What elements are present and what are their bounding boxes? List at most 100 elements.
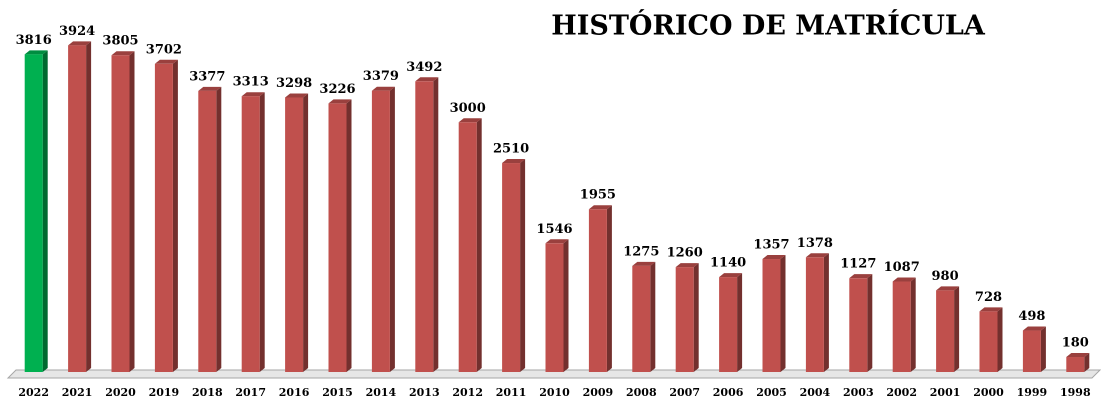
bar: [198, 90, 217, 373]
bar-side: [954, 286, 960, 372]
bar-top: [1066, 353, 1090, 358]
bar: [1066, 357, 1085, 372]
bar-top: [241, 92, 265, 97]
bar-top: [936, 286, 960, 291]
x-tick-label: 2022: [18, 386, 49, 399]
x-tick-label: 2014: [366, 386, 397, 399]
x-tick-label: 2004: [800, 386, 831, 399]
value-label: 1546: [536, 222, 572, 237]
x-tick-label: 2018: [192, 386, 223, 399]
bar-side: [823, 253, 829, 372]
bar-side: [303, 93, 309, 372]
x-tick-label: 2009: [583, 386, 614, 399]
bar: [415, 81, 434, 372]
chart-title: HISTÓRICO DE MATRÍCULA: [551, 8, 986, 42]
bar-top: [805, 253, 829, 258]
bar-side: [1084, 353, 1090, 372]
bar-top: [588, 205, 612, 210]
bar-side: [346, 99, 352, 373]
bar: [502, 163, 521, 372]
bar-top: [415, 77, 439, 82]
x-tick-label: 2000: [973, 386, 1004, 399]
value-label: 1955: [580, 188, 616, 203]
bar: [719, 277, 738, 372]
bar-top: [198, 86, 222, 91]
bar-side: [997, 307, 1003, 372]
bar: [805, 257, 824, 372]
bar-top: [458, 118, 482, 123]
x-tick-label: 2021: [62, 386, 93, 399]
value-label: 3298: [276, 76, 312, 91]
bar-top: [154, 59, 178, 64]
value-label: 3226: [319, 82, 355, 97]
bar: [458, 122, 477, 372]
bar-top: [328, 99, 352, 104]
bar-top: [849, 274, 873, 279]
value-label: 1140: [710, 256, 746, 271]
bar-side: [216, 86, 222, 373]
x-tick-label: 1999: [1017, 386, 1048, 399]
x-tick-label: 2012: [452, 386, 483, 399]
x-tick-label: 2020: [105, 386, 136, 399]
value-label: 3816: [16, 33, 52, 48]
bar-side: [129, 51, 135, 372]
bar-top: [675, 263, 699, 268]
bar-top: [68, 41, 92, 46]
floor: [6, 369, 1101, 379]
value-label: 3000: [450, 101, 486, 116]
bar: [111, 55, 130, 372]
bar-side: [780, 255, 786, 372]
bar-side: [693, 263, 699, 372]
bar-top: [762, 255, 786, 260]
value-label: 728: [975, 290, 1002, 305]
bar-side: [606, 205, 612, 372]
x-tick-label: 2017: [235, 386, 266, 399]
bar-top: [545, 239, 569, 244]
bar-side: [520, 159, 526, 372]
value-label: 3377: [189, 69, 225, 84]
x-tick-label: 2010: [539, 386, 570, 399]
bar: [371, 90, 390, 373]
bar-top: [892, 277, 916, 282]
bar: [285, 97, 304, 372]
bar: [892, 281, 911, 372]
x-tick-label: 2015: [322, 386, 353, 399]
bar-top: [719, 273, 743, 278]
bar: [24, 54, 43, 373]
x-tick-label: 2016: [279, 386, 310, 399]
x-tick-label: 2007: [669, 386, 700, 399]
bar-side: [433, 77, 439, 372]
value-label: 980: [932, 269, 959, 284]
bar-side: [737, 273, 743, 372]
bar-side: [389, 86, 395, 373]
bar: [328, 103, 347, 373]
value-label: 1357: [753, 238, 789, 253]
bar: [241, 96, 260, 372]
value-label: 3924: [59, 24, 95, 39]
x-tick-label: 2005: [756, 386, 787, 399]
value-label: 2510: [493, 142, 529, 157]
bar-top: [1022, 326, 1046, 331]
bar: [154, 63, 173, 372]
bar: [68, 45, 87, 373]
bar: [545, 243, 564, 372]
value-label: 1378: [797, 236, 833, 251]
bar-side: [86, 41, 92, 373]
bar-side: [259, 92, 265, 372]
value-label: 1275: [623, 244, 659, 259]
bar: [762, 259, 781, 372]
bar-top: [371, 86, 395, 91]
value-label: 1087: [884, 260, 920, 275]
bar-top: [502, 159, 526, 164]
value-label: 3702: [146, 42, 182, 57]
bar: [588, 209, 607, 372]
x-tick-label: 2013: [409, 386, 440, 399]
bar-top: [24, 50, 48, 55]
value-label: 3379: [363, 69, 399, 84]
bar-side: [563, 239, 569, 372]
bar-side: [867, 274, 873, 372]
x-tick-label: 2019: [149, 386, 180, 399]
value-label: 1127: [840, 257, 876, 272]
bar-side: [476, 118, 482, 372]
